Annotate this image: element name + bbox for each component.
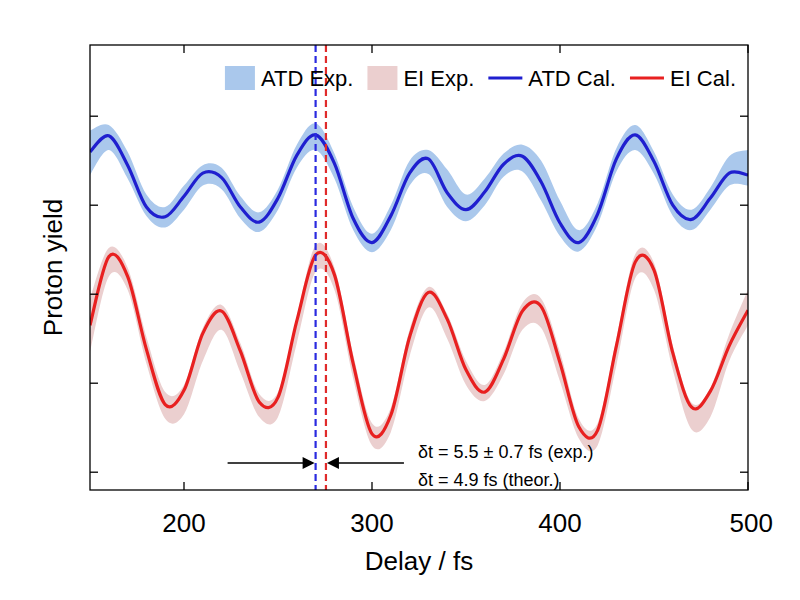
x-tick — [371, 482, 372, 490]
marker-line — [325, 45, 327, 490]
y-tick — [90, 116, 98, 117]
arrow — [329, 462, 404, 464]
plot-frame — [90, 45, 748, 490]
y-tick — [740, 294, 748, 295]
annotation: δt = 4.9 fs (theor.) — [418, 470, 560, 490]
y-tick — [90, 383, 98, 384]
y-tick — [740, 116, 748, 117]
x-tick-label: 400 — [538, 508, 581, 538]
y-tick — [90, 472, 98, 473]
legend-label: EI Exp. — [403, 66, 474, 91]
legend-swatch — [225, 66, 255, 90]
arrow-head — [327, 457, 339, 469]
x-tick — [747, 482, 748, 490]
line-series — [90, 252, 748, 438]
y-tick — [740, 472, 748, 473]
legend-label: EI Cal. — [670, 66, 736, 91]
legend-swatch — [630, 76, 664, 79]
x-tick-label: 300 — [350, 508, 393, 538]
plot-area — [90, 45, 748, 490]
annotation: δt = 5.5 ± 0.7 fs (exp.) — [418, 442, 593, 462]
line-series — [90, 135, 748, 243]
y-tick — [740, 205, 748, 206]
error-band — [90, 123, 748, 252]
y-tick — [90, 294, 98, 295]
x-axis-label: Delay / fs — [365, 546, 473, 576]
y-axis-label: Proton yield — [38, 199, 68, 336]
legend: ATD Exp. EI Exp. ATD Cal. EI Cal. — [225, 66, 736, 91]
y-tick — [740, 383, 748, 384]
y-tick — [90, 205, 98, 206]
x-tick — [183, 482, 184, 490]
x-tick — [559, 45, 560, 53]
x-tick-label: 500 — [730, 508, 773, 538]
legend-label: ATD Cal. — [528, 66, 616, 91]
x-tick — [371, 45, 372, 53]
arrow-head — [303, 457, 315, 469]
arrow — [228, 462, 313, 464]
legend-label: ATD Exp. — [261, 66, 354, 91]
background — [0, 0, 800, 600]
x-tick — [183, 45, 184, 53]
error-band — [90, 243, 748, 452]
chart: 200 300 400 500 Delay / fs Proton yield ATD Ex… — [0, 0, 800, 600]
legend-swatch — [367, 66, 397, 90]
marker-line — [315, 45, 317, 490]
legend-swatch — [488, 76, 522, 79]
x-tick — [747, 45, 748, 53]
x-tick-label: 200 — [162, 508, 205, 538]
